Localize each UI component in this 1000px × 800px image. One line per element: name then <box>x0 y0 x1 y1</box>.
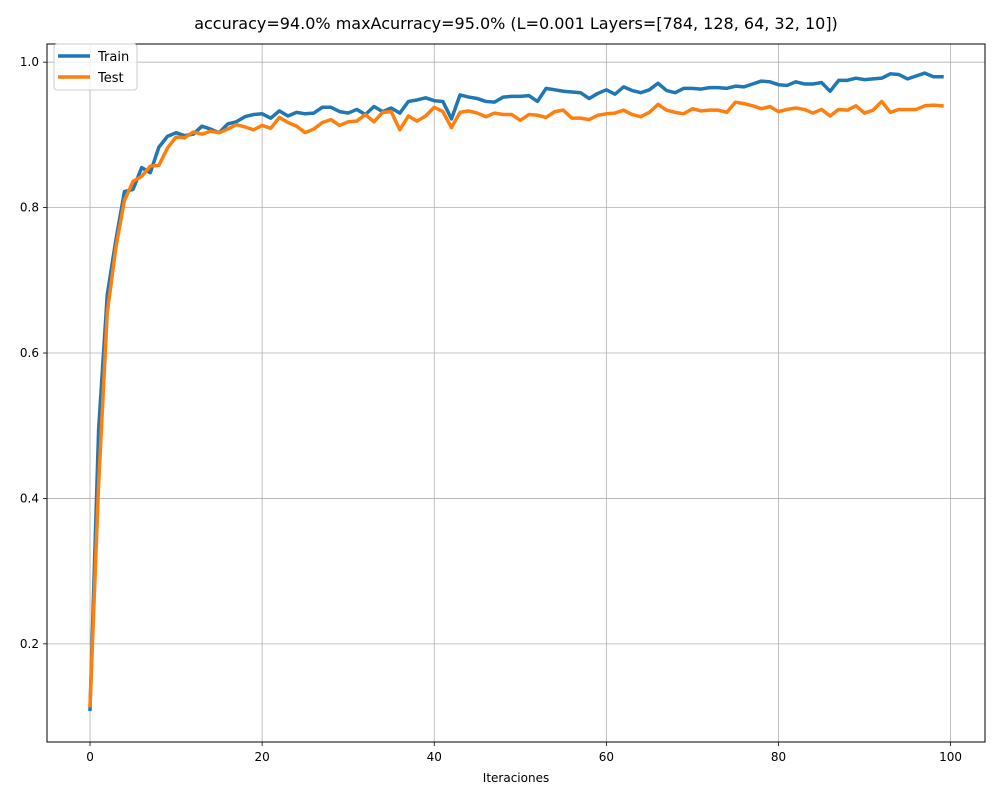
y-tick-label: 0.4 <box>20 491 39 505</box>
chart-title: accuracy=94.0% maxAcurracy=95.0% (L=0.00… <box>194 14 838 33</box>
y-tick-label: 0.6 <box>20 346 39 360</box>
plot-frame <box>46 43 986 743</box>
x-tick-label: 60 <box>599 750 614 764</box>
x-tick-label: 80 <box>771 750 786 764</box>
legend-label-train: Train <box>97 50 129 65</box>
series-line-train <box>88 71 944 712</box>
x-tick-label: 100 <box>939 750 962 764</box>
x-tick-label: 40 <box>427 750 442 764</box>
y-tick-label: 0.8 <box>20 201 39 215</box>
series-line-test <box>88 99 944 708</box>
y-tick-label: 1.0 <box>20 55 39 69</box>
y-axis-ticks: 0.2 0.4 0.6 0.8 1.0 <box>20 55 47 651</box>
legend-label-test: Test <box>97 71 124 86</box>
legend: Train Test <box>53 43 138 91</box>
x-tick-label: 20 <box>254 750 269 764</box>
x-tick-label: 0 <box>86 750 94 764</box>
x-axis-ticks: 0 20 40 60 80 100 <box>86 742 962 764</box>
series-lines <box>88 71 944 712</box>
y-tick-label: 0.2 <box>20 637 39 651</box>
grid <box>47 44 985 742</box>
x-axis-label: Iteraciones <box>483 771 549 785</box>
